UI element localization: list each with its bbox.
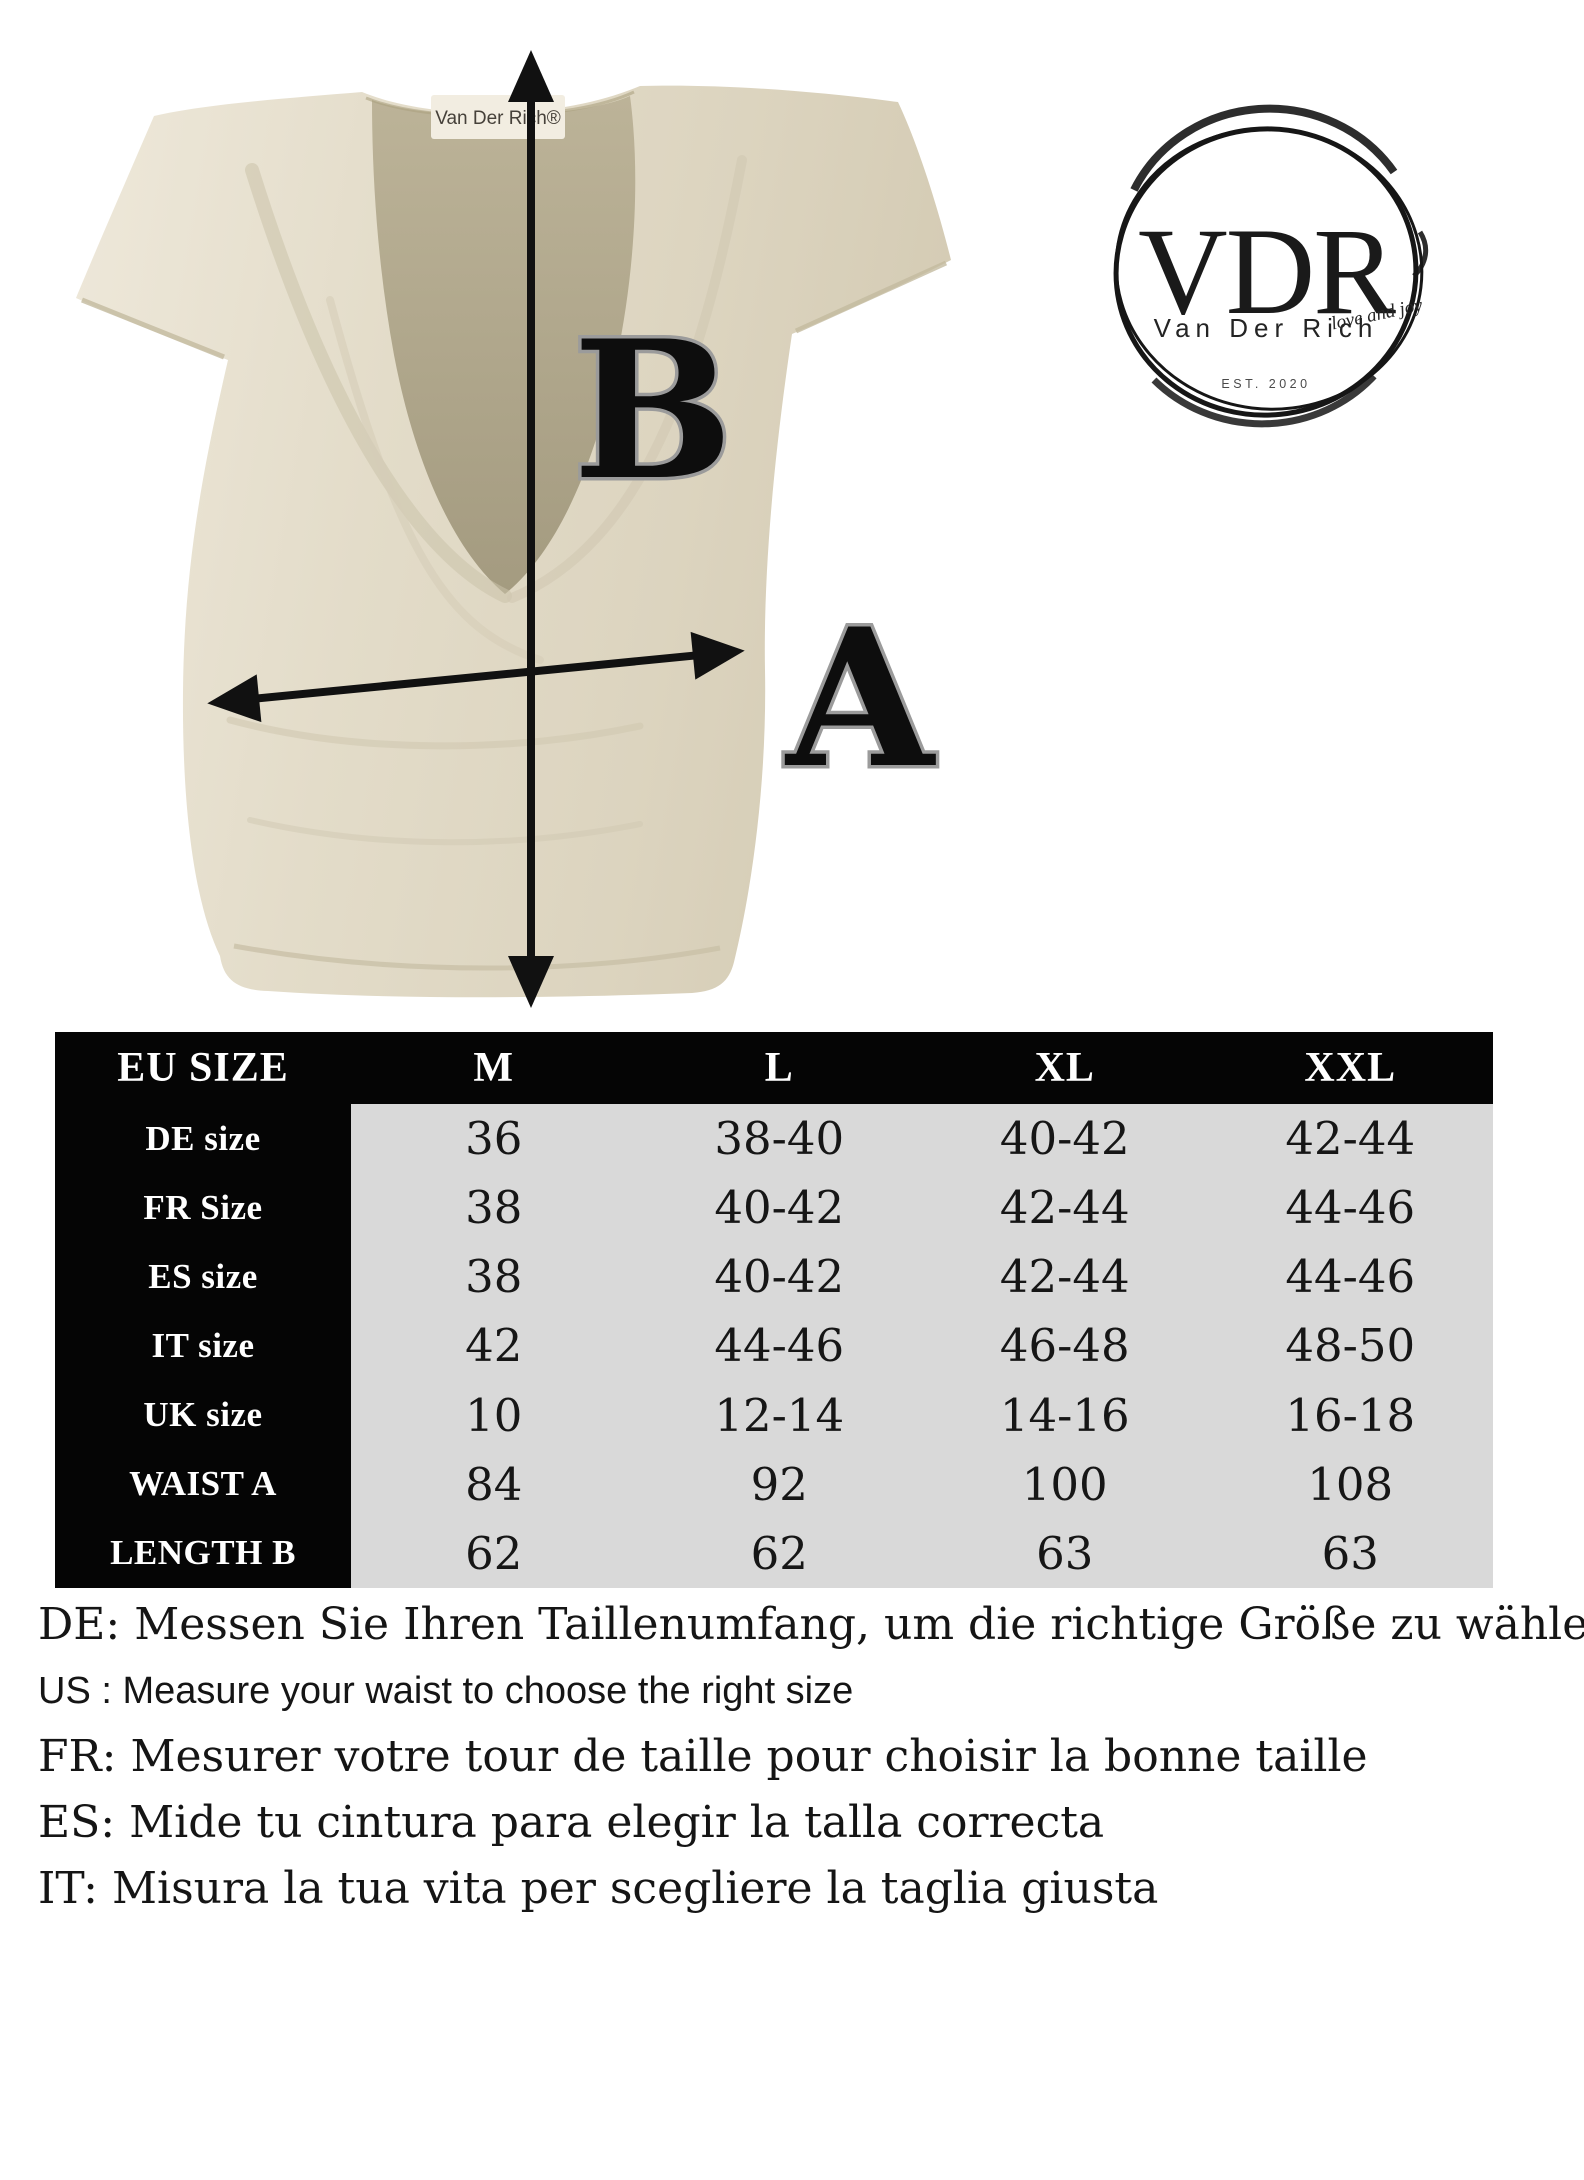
table-cell: 63 bbox=[922, 1518, 1208, 1588]
size-table-col-xxl: XXL bbox=[1207, 1032, 1493, 1104]
drape-fold-inner bbox=[326, 296, 544, 664]
shirt-neck-tag-text: Van Der Rich® bbox=[435, 108, 561, 129]
table-cell: 10 bbox=[351, 1380, 637, 1450]
row-label-de: DE size bbox=[55, 1104, 351, 1174]
size-table-col-xl: XL bbox=[922, 1032, 1208, 1104]
length-arrow-b bbox=[508, 50, 554, 1008]
table-cell: 36 bbox=[351, 1104, 637, 1174]
logo-initials: VDR bbox=[1138, 203, 1396, 340]
bottom-hem-seam bbox=[233, 943, 721, 971]
brand-logo: VDR Van Der Rich love and joy EST. 2020 bbox=[1113, 104, 1429, 428]
table-cell: 44-46 bbox=[1207, 1242, 1493, 1312]
size-table-col-l: L bbox=[636, 1032, 922, 1104]
table-cell: 46-48 bbox=[922, 1311, 1208, 1381]
waist-fold-2 bbox=[247, 817, 643, 846]
size-table-col-m: M bbox=[351, 1032, 637, 1104]
table-cell: 63 bbox=[1207, 1518, 1493, 1588]
row-label-length: LENGTH B bbox=[55, 1518, 351, 1588]
note-fr: FR: Mesurer votre tour de taille pour ch… bbox=[38, 1731, 1368, 1782]
drape-fold-right bbox=[507, 155, 747, 603]
row-label-it: IT size bbox=[55, 1311, 351, 1381]
measurement-notes: DE: Messen Sie Ihren Taillenumfang, um d… bbox=[38, 1592, 1584, 1922]
table-cell: 62 bbox=[636, 1518, 922, 1588]
table-cell: 38-40 bbox=[636, 1104, 922, 1174]
logo-established: EST. 2020 bbox=[1221, 377, 1310, 391]
row-label-fr: FR Size bbox=[55, 1173, 351, 1243]
row-label-es: ES size bbox=[55, 1242, 351, 1312]
note-es: ES: Mide tu cintura para elegir la talla… bbox=[38, 1797, 1105, 1848]
size-table-corner-header: EU SIZE bbox=[55, 1032, 351, 1104]
table-cell: 84 bbox=[351, 1449, 637, 1519]
table-cell: 108 bbox=[1207, 1449, 1493, 1519]
row-label-waist: WAIST A bbox=[55, 1449, 351, 1519]
table-cell: 42-44 bbox=[1207, 1104, 1493, 1174]
note-it: IT: Misura la tua vita per scegliere la … bbox=[38, 1863, 1159, 1914]
left-sleeve-hem bbox=[81, 297, 225, 360]
note-us: US : Measure your waist to choose the ri… bbox=[38, 1670, 854, 1712]
table-cell: 38 bbox=[351, 1242, 637, 1312]
waist-fold-1 bbox=[226, 716, 644, 750]
logo-brand-name: Van Der Rich bbox=[1154, 313, 1379, 343]
length-letter-b: B bbox=[573, 299, 734, 522]
table-cell: 44-46 bbox=[636, 1311, 922, 1381]
table-cell: 42-44 bbox=[922, 1242, 1208, 1312]
table-cell: 44-46 bbox=[1207, 1173, 1493, 1243]
table-cell: 40-42 bbox=[636, 1173, 922, 1243]
table-cell: 16-18 bbox=[1207, 1380, 1493, 1450]
table-cell: 62 bbox=[351, 1518, 637, 1588]
table-cell: 14-16 bbox=[922, 1380, 1208, 1450]
width-letter-a: A bbox=[784, 587, 936, 810]
table-cell: 40-42 bbox=[922, 1104, 1208, 1174]
table-cell: 48-50 bbox=[1207, 1311, 1493, 1381]
size-table: EU SIZE M L XL XXL DE size 36 38-40 40-4… bbox=[55, 1032, 1493, 1588]
row-label-uk: UK size bbox=[55, 1380, 351, 1450]
width-arrow-a bbox=[207, 631, 745, 723]
table-cell: 42-44 bbox=[922, 1173, 1208, 1243]
right-sleeve-hem bbox=[794, 260, 948, 334]
table-cell: 38 bbox=[351, 1173, 637, 1243]
shirt-illustration: Van Der Rich® bbox=[76, 85, 951, 998]
logo-brush-circle bbox=[1113, 104, 1429, 428]
shirt-neck-panel bbox=[372, 96, 636, 594]
table-cell: 12-14 bbox=[636, 1380, 922, 1450]
table-cell: 100 bbox=[922, 1449, 1208, 1519]
table-cell: 92 bbox=[636, 1449, 922, 1519]
table-cell: 42 bbox=[351, 1311, 637, 1381]
table-cell: 40-42 bbox=[636, 1242, 922, 1312]
note-de: DE: Messen Sie Ihren Taillenumfang, um d… bbox=[38, 1599, 1584, 1650]
